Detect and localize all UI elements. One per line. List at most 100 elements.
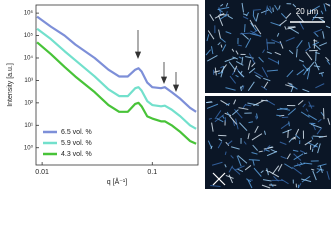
streak <box>232 56 239 60</box>
streak <box>208 117 212 120</box>
streak <box>254 125 259 133</box>
streak <box>213 70 221 73</box>
streak <box>250 22 258 32</box>
streak <box>251 133 263 141</box>
streak <box>312 170 317 181</box>
streak <box>280 122 290 130</box>
streak <box>287 108 296 116</box>
streak <box>232 120 236 127</box>
data-line <box>36 27 197 130</box>
streak <box>231 48 235 52</box>
streak <box>286 153 291 160</box>
streak <box>251 152 258 155</box>
streak <box>317 118 322 123</box>
arrow-head <box>160 76 168 85</box>
streak <box>314 32 319 37</box>
streak <box>251 29 258 35</box>
micrograph-texture <box>205 2 331 189</box>
streak <box>209 14 215 22</box>
streak <box>225 87 236 91</box>
streak <box>247 60 252 70</box>
streak <box>288 121 290 127</box>
streak <box>251 62 256 67</box>
streak <box>239 32 251 35</box>
streak <box>297 100 304 106</box>
streak <box>227 15 233 20</box>
streak <box>218 138 223 142</box>
streak <box>287 82 293 85</box>
streak <box>252 144 258 151</box>
streak <box>242 85 245 90</box>
streak <box>272 165 280 175</box>
data-line <box>36 15 197 113</box>
streak <box>311 136 314 140</box>
streak <box>249 19 255 27</box>
streak <box>228 174 234 184</box>
streak <box>307 142 318 148</box>
streak <box>291 166 302 175</box>
y-tick-label: 10⁵ <box>24 32 34 39</box>
streak <box>299 161 303 165</box>
streak <box>210 46 214 55</box>
streak <box>296 14 305 23</box>
x-tick-label: 0.1 <box>147 169 157 176</box>
streak <box>217 15 224 26</box>
streak <box>233 65 238 73</box>
y-tick-label: 10⁴ <box>24 55 34 62</box>
streak <box>313 28 323 34</box>
streak <box>258 56 264 63</box>
streak <box>279 141 287 145</box>
streak <box>266 69 278 72</box>
streak <box>271 39 282 45</box>
streak <box>252 9 261 11</box>
y-tick-label: 10¹ <box>24 123 33 129</box>
streak <box>266 7 273 14</box>
arrow-head <box>172 84 180 93</box>
streak <box>263 130 266 135</box>
streak <box>244 24 246 33</box>
streak <box>224 57 236 63</box>
streak <box>221 44 227 52</box>
streak <box>302 103 306 108</box>
streak <box>220 37 226 43</box>
streak <box>226 111 231 117</box>
streak <box>266 38 269 51</box>
streak <box>327 117 331 125</box>
streak <box>260 170 264 174</box>
streak <box>241 56 244 65</box>
streak <box>217 8 224 13</box>
streak <box>305 108 309 112</box>
streak <box>318 17 326 23</box>
streak <box>247 179 253 189</box>
streak <box>285 12 292 19</box>
streak <box>267 57 279 64</box>
streak <box>292 3 297 8</box>
streak <box>255 74 261 79</box>
streak <box>313 43 321 51</box>
streak <box>312 41 320 46</box>
streak <box>286 69 294 78</box>
streak <box>306 68 311 80</box>
streak <box>319 165 323 174</box>
streak <box>305 46 312 52</box>
streak <box>279 41 284 49</box>
streak <box>311 148 314 153</box>
streak <box>285 84 294 88</box>
streak <box>288 49 294 55</box>
streak <box>296 40 303 49</box>
streak <box>224 112 232 117</box>
streak <box>277 107 288 110</box>
streak <box>278 19 287 27</box>
streak <box>234 108 243 119</box>
streak <box>229 75 237 84</box>
streak <box>262 179 272 182</box>
streak <box>260 9 269 14</box>
streak <box>207 55 218 62</box>
streak <box>266 150 278 157</box>
streak <box>227 140 233 145</box>
streak <box>225 103 231 106</box>
streak <box>306 61 315 72</box>
streak <box>240 86 242 92</box>
streak <box>243 141 247 145</box>
streak <box>320 10 324 15</box>
